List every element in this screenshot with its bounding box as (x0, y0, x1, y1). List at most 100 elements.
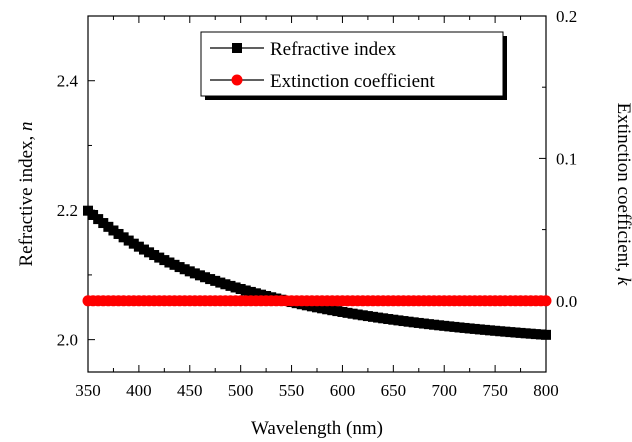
x-tick-label-500: 500 (228, 381, 254, 400)
y2-tick-label-0.2: 0.2 (556, 7, 577, 26)
point-refractive-index (474, 324, 485, 335)
y-tick-label-2.4: 2.4 (57, 72, 79, 91)
series-refractive-index (83, 205, 551, 340)
point-refractive-index (459, 322, 470, 333)
point-refractive-index (184, 266, 195, 277)
point-refractive-index (250, 288, 261, 299)
point-refractive-index (200, 272, 211, 283)
point-refractive-index (347, 308, 358, 319)
point-refractive-index (530, 329, 541, 340)
x-tick-label-600: 600 (330, 381, 356, 400)
point-refractive-index (169, 259, 180, 270)
point-refractive-index (423, 319, 434, 330)
y2-tick-label-0.1: 0.1 (556, 149, 577, 168)
point-refractive-index (138, 244, 149, 255)
point-refractive-index (408, 317, 419, 328)
point-refractive-index (378, 313, 389, 324)
point-refractive-index (393, 315, 404, 326)
legend: Refractive index Extinction coefficient (200, 31, 507, 100)
point-refractive-index (479, 324, 490, 335)
point-refractive-index (515, 327, 526, 338)
y-axis-title-text: Refractive index, (16, 131, 37, 267)
point-refractive-index (159, 255, 170, 266)
point-refractive-index (373, 312, 384, 323)
point-refractive-index (398, 316, 409, 327)
point-refractive-index (429, 319, 440, 330)
x-axis-title: Wavelength (nm) (251, 418, 383, 439)
point-refractive-index (128, 238, 139, 249)
x-tick-label-700: 700 (431, 381, 457, 400)
point-refractive-index (98, 218, 109, 229)
point-refractive-index (337, 306, 348, 317)
point-refractive-index (520, 328, 531, 339)
point-refractive-index (210, 275, 221, 286)
point-refractive-index (174, 262, 185, 273)
legend-label-extinction-coefficient: Extinction coefficient (270, 71, 436, 92)
point-refractive-index (215, 277, 226, 288)
point-refractive-index (144, 247, 155, 258)
point-refractive-index (108, 225, 119, 236)
point-refractive-index (83, 205, 93, 216)
x-tick-label-400: 400 (126, 381, 152, 400)
point-refractive-index (454, 322, 465, 333)
axis-ticks (87, 15, 547, 373)
point-refractive-index (505, 327, 516, 338)
point-refractive-index (123, 235, 134, 246)
point-refractive-index (149, 250, 160, 261)
point-refractive-index (388, 314, 399, 325)
x-tick-label-550: 550 (279, 381, 305, 400)
point-refractive-index (342, 307, 353, 318)
legend-marker-circle (231, 74, 243, 86)
point-refractive-index (500, 326, 511, 337)
x-tick-label-800: 800 (533, 381, 559, 400)
point-refractive-index (464, 323, 475, 334)
series-line-refractive-index (87, 210, 547, 336)
y-tick-label-2.2: 2.2 (57, 201, 78, 220)
point-refractive-index (485, 325, 496, 336)
point-refractive-index (154, 252, 165, 263)
point-refractive-index (118, 232, 129, 243)
point-refractive-index (245, 286, 256, 297)
point-refractive-index (535, 329, 546, 340)
point-refractive-index (256, 289, 267, 300)
point-refractive-index (469, 323, 480, 334)
point-refractive-index (312, 302, 322, 313)
point-refractive-index (362, 311, 373, 322)
point-refractive-index (439, 320, 450, 331)
point-refractive-index (88, 209, 99, 220)
point-refractive-index (133, 241, 144, 252)
point-refractive-index (413, 317, 424, 328)
y2-tick-label-0: 0.0 (556, 292, 577, 311)
point-refractive-index (322, 304, 333, 315)
point-refractive-index (383, 314, 394, 325)
point-extinction-coefficient (540, 295, 552, 307)
point-refractive-index (164, 257, 175, 268)
point-refractive-index (327, 305, 338, 316)
point-refractive-index (225, 280, 236, 291)
point-refractive-index (403, 316, 414, 327)
y2-axis-title-symbol: k (613, 277, 632, 286)
x-tick-label-450: 450 (177, 381, 203, 400)
point-refractive-index (230, 282, 241, 293)
point-refractive-index (306, 301, 317, 312)
point-refractive-index (541, 329, 551, 340)
y-axis-title: Refractive index, n (16, 121, 37, 266)
y-axis-title-symbol: n (16, 121, 37, 131)
axis-tick-labels: 350 400 450 500 550 600 650 700 750 800 2.0 2.2 2.4 0… (57, 7, 578, 400)
point-refractive-index (235, 283, 246, 294)
point-refractive-index (240, 285, 251, 296)
point-refractive-index (367, 311, 378, 322)
point-refractive-index (357, 310, 368, 321)
point-refractive-index (490, 325, 501, 336)
point-refractive-index (220, 279, 231, 290)
x-tick-label-650: 650 (381, 381, 407, 400)
y2-axis-title-text: Extinction coefficient, (613, 103, 632, 277)
point-refractive-index (495, 326, 506, 337)
legend-marker-square (232, 43, 242, 53)
point-refractive-index (434, 320, 445, 331)
series-extinction-coefficient (82, 295, 552, 307)
point-refractive-index (444, 321, 455, 332)
x-tick-label-750: 750 (482, 381, 508, 400)
point-refractive-index (332, 306, 343, 317)
